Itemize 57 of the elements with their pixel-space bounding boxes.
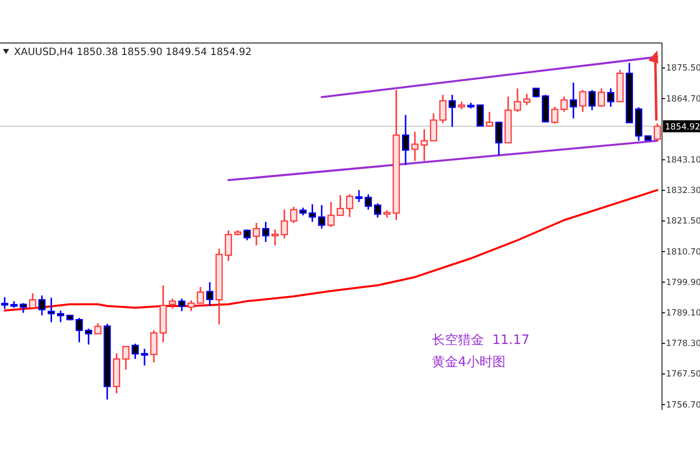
candlestick [476,104,484,127]
candlestick [355,189,363,203]
candlestick [654,122,661,142]
line-series [4,189,658,312]
candlestick [374,202,382,218]
candlestick [262,221,270,243]
candlestick [178,298,186,312]
candlestick [607,88,614,108]
annotation: 长空猎金 11.17 [432,333,530,348]
candlestick [38,294,46,316]
candlestick [364,194,372,210]
candlestick [57,310,64,323]
candlestick [551,106,558,124]
candlestick [532,88,540,98]
candlestick [308,204,316,223]
candlestick [196,286,204,304]
candlestick [514,88,522,113]
candlestick [430,112,438,142]
candlestick [318,204,326,230]
candlestick [20,302,27,314]
candlestick [206,281,214,306]
candlestick [271,228,279,246]
candlestick [224,230,232,262]
candlestick [560,96,568,113]
candlestick [588,89,596,111]
candlestick [150,330,158,364]
candlestick [76,317,83,344]
candlestick [168,298,176,310]
candlestick [1,296,8,310]
candlestick [402,114,410,166]
candlestick [84,328,92,346]
candlestick [346,194,354,218]
candlestick [290,206,298,224]
candlestick [448,94,456,128]
candlestick [523,93,530,106]
candlestick [420,128,428,162]
candlestick [411,130,419,162]
annotation: 黄金4小时图 [432,355,506,370]
candlestick [327,201,335,228]
candlestick [439,94,446,124]
candlestick [486,111,494,127]
candlestick [495,122,502,156]
chart-title: XAUUSD,H4 1850.38 1855.90 1849.54 1854.92 [14,47,252,58]
candlestick [579,89,586,113]
ref-line-label: 1854.92 [665,122,700,132]
candlestick [122,346,130,371]
candlestick [570,82,578,120]
candlestick [29,292,36,308]
candlestick [140,348,148,366]
candlestick [188,300,195,312]
candlestick [48,297,55,323]
candlestick [598,88,605,108]
candlestick [94,322,102,335]
candlestick [280,208,288,240]
candlestick [252,222,260,246]
candlestick [336,194,344,216]
candlestick [132,342,139,360]
